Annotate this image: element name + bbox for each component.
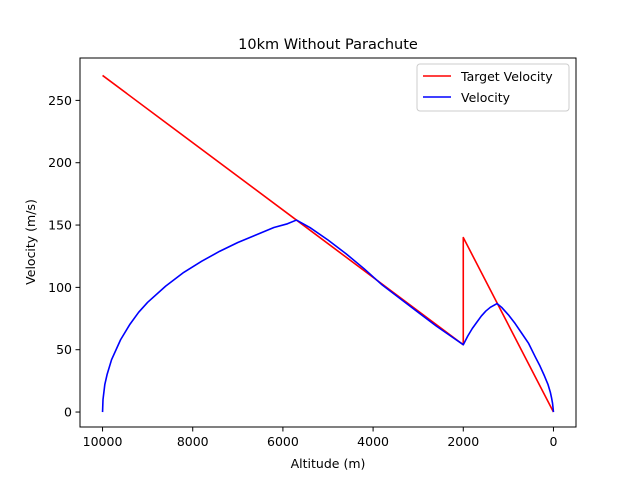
y-tick-label: 100	[48, 280, 72, 295]
y-tick-label: 200	[48, 155, 72, 170]
legend-label-target-velocity: Target Velocity	[460, 69, 553, 84]
x-tick-label: 4000	[357, 434, 389, 449]
series-line-velocity	[101, 219, 555, 413]
legend: Target Velocity Velocity	[416, 63, 570, 112]
x-axis-ticks: 10000 8000 6000 4000 2000 0	[83, 427, 557, 449]
plot-area-frame	[79, 57, 577, 428]
y-tick-label: 0	[64, 405, 72, 420]
x-tick-label: 2000	[447, 434, 479, 449]
x-tick-label: 6000	[267, 434, 299, 449]
y-axis-ticks: 0 50 100 150 200 250	[48, 93, 80, 420]
legend-label-velocity: Velocity	[461, 90, 511, 105]
x-tick-label: 10000	[83, 434, 123, 449]
y-tick-label: 50	[56, 342, 72, 357]
y-tick-label: 250	[48, 93, 72, 108]
chart-title: 10km Without Parachute	[238, 37, 418, 53]
x-tick-label: 0	[549, 434, 557, 449]
x-tick-label: 8000	[177, 434, 209, 449]
series-layer	[101, 74, 555, 413]
legend-box	[416, 63, 570, 112]
y-tick-label: 150	[48, 218, 72, 233]
x-axis-label: Altitude (m)	[291, 456, 366, 471]
y-axis-label: Velocity (m/s)	[23, 199, 38, 285]
